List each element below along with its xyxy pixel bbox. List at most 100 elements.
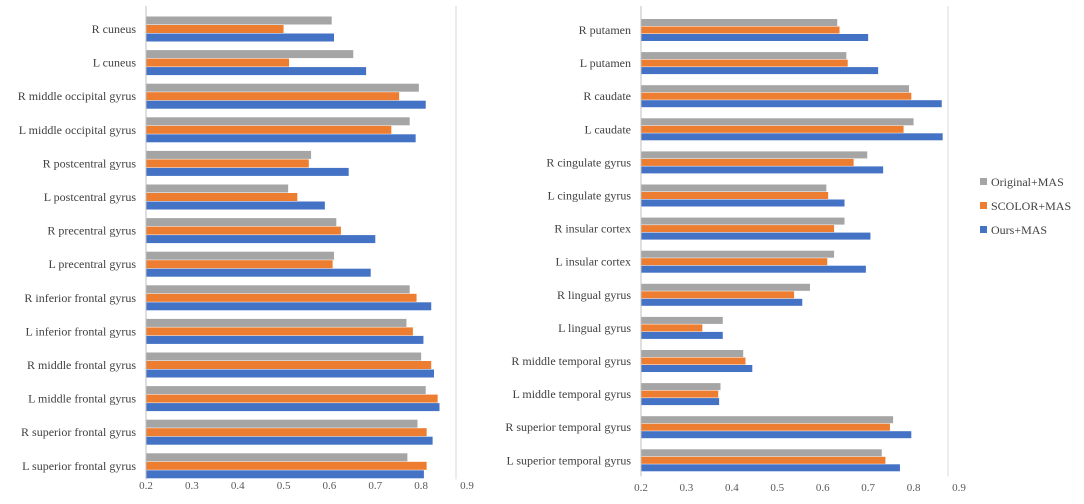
bar bbox=[641, 383, 721, 391]
bar bbox=[641, 298, 803, 306]
bar bbox=[146, 335, 424, 344]
bar bbox=[641, 217, 845, 225]
category-label: L middle frontal gyrus bbox=[28, 392, 136, 406]
bar bbox=[146, 67, 367, 76]
category-label: L cuneus bbox=[93, 56, 137, 70]
bar bbox=[146, 394, 438, 403]
x-tick-label: 0.7 bbox=[861, 482, 875, 494]
x-tick-label: 0.6 bbox=[816, 482, 830, 494]
bar bbox=[641, 118, 914, 126]
legend-swatch bbox=[980, 202, 987, 209]
category-label: L middle occipital gyrus bbox=[19, 123, 137, 137]
bar bbox=[146, 226, 341, 235]
category-label: L superior temporal gyrus bbox=[506, 453, 631, 467]
bar bbox=[146, 428, 427, 437]
bar bbox=[641, 192, 829, 199]
x-tick-label: 0.7 bbox=[368, 480, 382, 492]
bar bbox=[641, 390, 719, 398]
category-label: L putamen bbox=[580, 56, 631, 70]
bar bbox=[146, 218, 337, 227]
bar bbox=[146, 235, 376, 244]
category-label: L middle temporal gyrus bbox=[512, 387, 631, 401]
bar bbox=[641, 59, 848, 67]
bar bbox=[146, 436, 433, 445]
bar bbox=[146, 403, 440, 412]
category-label: R superior temporal gyrus bbox=[505, 420, 631, 434]
x-tick-label: 0.2 bbox=[139, 480, 153, 492]
x-tick-label: 0.3 bbox=[680, 482, 694, 494]
category-label: R cingulate gyrus bbox=[546, 155, 631, 169]
bar bbox=[641, 291, 795, 299]
category-label: R postcentral gyrus bbox=[43, 156, 137, 170]
bar bbox=[641, 283, 810, 291]
bar bbox=[146, 92, 400, 101]
bar bbox=[641, 456, 886, 464]
bar bbox=[641, 85, 910, 93]
legend-swatch bbox=[980, 226, 987, 233]
category-label: R caudate bbox=[583, 89, 631, 103]
bar bbox=[641, 19, 838, 26]
x-tick-label: 0.4 bbox=[231, 480, 245, 492]
category-label: L precentral gyrus bbox=[48, 257, 136, 271]
bar bbox=[146, 159, 309, 168]
bar bbox=[146, 201, 325, 210]
bar bbox=[146, 33, 335, 42]
bar bbox=[146, 369, 434, 378]
category-label: R precentral gyrus bbox=[47, 224, 136, 238]
bar bbox=[641, 133, 943, 141]
bar bbox=[146, 361, 432, 369]
bar bbox=[146, 16, 332, 25]
legend-swatch bbox=[980, 178, 987, 185]
category-label: R lingual gyrus bbox=[557, 288, 631, 302]
bar bbox=[641, 265, 866, 273]
bar bbox=[641, 431, 912, 439]
category-label: L caudate bbox=[584, 122, 631, 136]
category-label: R insular cortex bbox=[554, 222, 631, 236]
bar bbox=[641, 199, 845, 207]
x-tick-label: 0.2 bbox=[634, 482, 648, 494]
bar bbox=[641, 357, 746, 365]
bar bbox=[641, 184, 827, 192]
bar bbox=[641, 324, 703, 332]
legend: Original+MAS SCOLOR+MAS Ours+MAS bbox=[980, 175, 1071, 237]
x-tick-label: 0.8 bbox=[414, 480, 428, 492]
category-label: L cingulate gyrus bbox=[547, 189, 631, 203]
bar bbox=[146, 260, 333, 269]
bar bbox=[641, 26, 840, 34]
x-tick-label: 0.9 bbox=[460, 480, 474, 492]
x-tick-label: 0.9 bbox=[952, 482, 966, 494]
category-label: L postcentral gyrus bbox=[44, 190, 137, 204]
bar bbox=[146, 327, 413, 336]
x-tick-label: 0.4 bbox=[725, 482, 739, 494]
bar bbox=[146, 134, 416, 143]
bar bbox=[146, 293, 417, 302]
category-label: L lingual gyrus bbox=[558, 321, 631, 335]
bar bbox=[146, 302, 432, 311]
bar bbox=[146, 117, 410, 126]
bar bbox=[641, 350, 744, 357]
bar bbox=[641, 67, 879, 75]
bar bbox=[641, 416, 894, 424]
category-label: R middle frontal gyrus bbox=[27, 358, 136, 372]
category-label: R superior frontal gyrus bbox=[21, 425, 136, 439]
bar bbox=[641, 423, 890, 431]
bar bbox=[641, 232, 871, 240]
bar bbox=[146, 470, 424, 479]
bar bbox=[641, 365, 753, 372]
bar bbox=[146, 318, 407, 327]
bar bbox=[641, 158, 854, 166]
legend-label: SCOLOR+MAS bbox=[991, 199, 1071, 213]
bar bbox=[641, 316, 723, 324]
bar bbox=[146, 184, 289, 193]
bar bbox=[146, 83, 419, 92]
bar bbox=[146, 58, 290, 67]
bar bbox=[641, 225, 835, 233]
bar bbox=[146, 386, 426, 395]
legend-label: Ours+MAS bbox=[991, 223, 1047, 237]
bar bbox=[146, 461, 427, 470]
bar bbox=[641, 92, 912, 100]
bar bbox=[641, 125, 904, 133]
category-label: R middle temporal gyrus bbox=[511, 354, 631, 368]
bar bbox=[641, 34, 869, 41]
